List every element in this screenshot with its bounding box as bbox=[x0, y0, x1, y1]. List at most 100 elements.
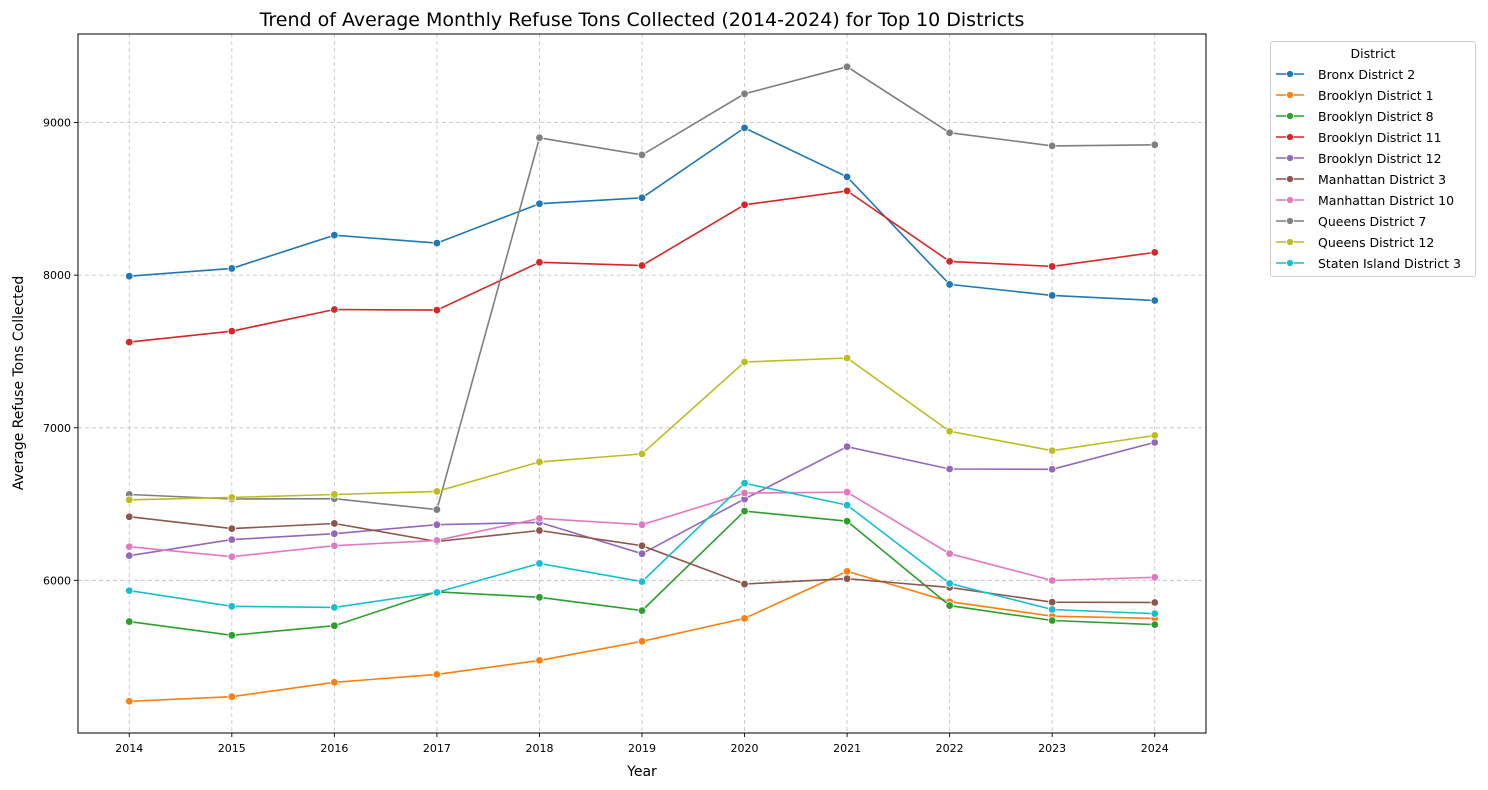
data-point bbox=[1150, 431, 1159, 440]
data-point bbox=[125, 586, 134, 595]
x-axis-label: Year bbox=[626, 764, 657, 780]
data-point bbox=[945, 280, 954, 289]
data-point bbox=[740, 506, 749, 516]
data-point bbox=[740, 123, 749, 133]
data-point bbox=[227, 535, 237, 544]
data-point bbox=[1150, 438, 1159, 447]
legend-marker-icon bbox=[1276, 259, 1304, 267]
data-point bbox=[945, 464, 954, 474]
data-point bbox=[637, 606, 647, 615]
data-point bbox=[227, 264, 237, 273]
data-point bbox=[432, 670, 442, 679]
x-tick-label: 2014 bbox=[115, 742, 143, 755]
x-tick-label: 2020 bbox=[731, 742, 759, 755]
data-point bbox=[432, 505, 442, 514]
data-point bbox=[945, 601, 954, 610]
data-point bbox=[227, 602, 237, 611]
data-point bbox=[740, 488, 749, 498]
x-tick-label: 2016 bbox=[320, 742, 348, 755]
data-point bbox=[330, 541, 339, 550]
data-point bbox=[637, 541, 647, 550]
data-point bbox=[330, 490, 339, 499]
legend-item: Brooklyn District 12 bbox=[1274, 148, 1442, 168]
data-point bbox=[432, 487, 442, 496]
data-point bbox=[432, 588, 442, 597]
plot-frame bbox=[77, 33, 1207, 734]
data-point bbox=[227, 493, 237, 502]
legend-item: Manhattan District 3 bbox=[1274, 169, 1446, 189]
legend-label: Brooklyn District 12 bbox=[1318, 150, 1442, 166]
legend-marker-icon bbox=[1276, 133, 1304, 141]
y-axis-label: Average Refuse Tons Collected bbox=[11, 276, 27, 491]
data-point bbox=[535, 457, 544, 467]
y-tick-label: 8000 bbox=[43, 269, 71, 282]
legend-item: Queens District 12 bbox=[1274, 232, 1434, 252]
data-point bbox=[535, 258, 544, 267]
data-point bbox=[1047, 141, 1057, 151]
legend-label: Brooklyn District 8 bbox=[1318, 108, 1434, 124]
chart-title: Trend of Average Monthly Refuse Tons Col… bbox=[259, 9, 1025, 31]
grid-layer bbox=[78, 34, 1206, 733]
data-point bbox=[637, 637, 647, 646]
data-point bbox=[1150, 296, 1159, 305]
legend-marker-icon bbox=[1276, 238, 1304, 246]
legend-label: Staten Island District 3 bbox=[1318, 255, 1461, 271]
legend-marker-icon bbox=[1276, 91, 1304, 99]
legend-item: Staten Island District 3 bbox=[1274, 253, 1461, 273]
legend-item: Brooklyn District 11 bbox=[1274, 127, 1442, 147]
data-point bbox=[1150, 620, 1159, 629]
x-tick-label: 2018 bbox=[525, 742, 553, 755]
legend-item: Queens District 7 bbox=[1274, 211, 1426, 231]
data-point bbox=[1047, 291, 1057, 300]
data-point bbox=[1150, 573, 1159, 582]
legend-marker-icon bbox=[1276, 217, 1304, 225]
data-point bbox=[637, 150, 647, 160]
series-staten-island-district-3 bbox=[125, 478, 1159, 618]
data-point bbox=[535, 526, 544, 535]
legend: District Bronx District 2 Brooklyn Distri… bbox=[1270, 41, 1476, 277]
data-point bbox=[842, 172, 852, 182]
data-point bbox=[637, 549, 647, 558]
data-point bbox=[227, 692, 237, 701]
data-point bbox=[1047, 465, 1057, 474]
data-point bbox=[535, 593, 544, 602]
data-point bbox=[842, 487, 852, 497]
legend-label: Manhattan District 3 bbox=[1318, 171, 1447, 187]
legend-item: Bronx District 2 bbox=[1274, 64, 1415, 84]
legend-title: District bbox=[1350, 46, 1396, 61]
data-point bbox=[1047, 262, 1057, 271]
data-point bbox=[945, 128, 954, 137]
data-point bbox=[330, 529, 339, 538]
data-point bbox=[125, 697, 134, 706]
data-point bbox=[125, 551, 134, 560]
series-queens-district-12 bbox=[125, 353, 1159, 504]
y-tick-label: 6000 bbox=[43, 574, 71, 587]
data-point bbox=[637, 449, 647, 459]
x-axis: 2014 2015 2016 2017 2018 2019 2020 2021 2022 2023… bbox=[115, 733, 1169, 755]
data-point bbox=[945, 549, 954, 558]
data-point bbox=[330, 230, 339, 240]
legend-marker-icon bbox=[1276, 196, 1304, 204]
data-point bbox=[842, 574, 852, 583]
data-point bbox=[637, 520, 647, 529]
series-bronx-district-2 bbox=[125, 123, 1159, 305]
data-point bbox=[227, 631, 237, 640]
data-point bbox=[1150, 609, 1159, 618]
data-point bbox=[227, 552, 237, 561]
y-axis: 6000 7000 8000 9000 bbox=[43, 117, 78, 587]
data-point bbox=[125, 542, 134, 551]
legend-label: Brooklyn District 11 bbox=[1318, 129, 1442, 145]
data-point bbox=[227, 524, 237, 533]
legend-label: Manhattan District 10 bbox=[1318, 192, 1455, 208]
data-point bbox=[842, 567, 852, 576]
data-point bbox=[740, 614, 749, 623]
legend-marker-icon bbox=[1276, 175, 1304, 183]
data-point bbox=[330, 519, 339, 528]
data-point bbox=[842, 500, 852, 510]
legend-item: Brooklyn District 1 bbox=[1274, 85, 1434, 105]
legend-label: Brooklyn District 1 bbox=[1318, 87, 1434, 103]
legend-label: Bronx District 2 bbox=[1318, 66, 1416, 82]
series-manhattan-district-10 bbox=[125, 487, 1159, 585]
data-point bbox=[432, 305, 442, 315]
